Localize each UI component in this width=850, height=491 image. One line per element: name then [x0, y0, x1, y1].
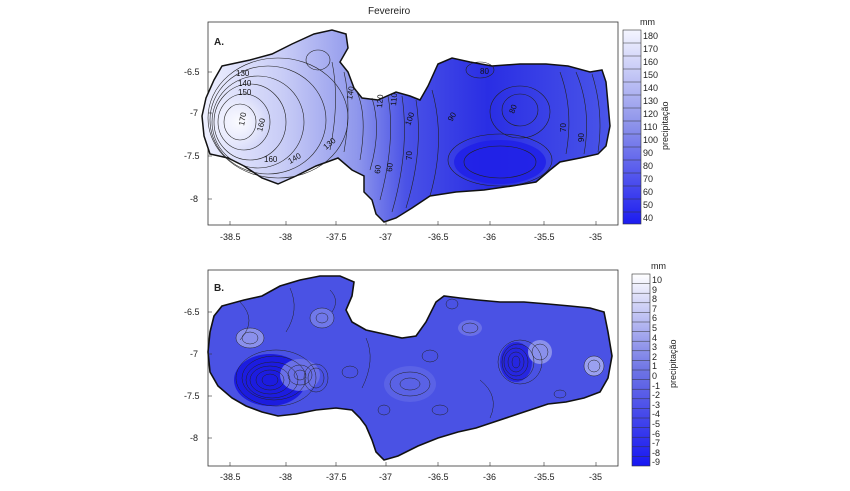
lon-tick: -37	[379, 472, 393, 482]
legend-value: 8	[652, 294, 658, 305]
panel-a: 130 140 150 170 160 160 140 130 140 120 …	[201, 21, 619, 226]
contour-label: 80	[480, 67, 489, 76]
lon-tick: -37	[379, 232, 393, 242]
map-title: Fevereiro	[368, 6, 411, 17]
legend-value: 4	[652, 332, 658, 343]
lon-tick: -38	[279, 472, 293, 482]
panel-a-legend-bar	[622, 29, 642, 225]
panel-a-contours	[207, 49, 601, 213]
legend-value: 10	[652, 275, 663, 285]
lon-tick: -35.5	[534, 232, 555, 242]
contour-label: 140	[238, 79, 252, 88]
legend-value: -8	[652, 447, 661, 458]
legend-value: 90	[643, 148, 654, 158]
panel-a-legend	[622, 29, 642, 225]
legend-value: 180	[643, 31, 659, 41]
lat-tick: -7	[190, 108, 199, 118]
lon-tick: -36	[483, 472, 497, 482]
legend-value: 60	[643, 187, 654, 197]
legend-value: 50	[643, 200, 654, 210]
panel-b-legend	[631, 273, 651, 467]
legend-value: 5	[652, 323, 658, 333]
lat-tick: -7.5	[184, 151, 200, 161]
legend-value: -2	[652, 390, 661, 401]
panel-a-legend-unit: mm	[640, 17, 655, 27]
lon-tick: -38	[279, 232, 293, 242]
legend-value: 130	[643, 96, 659, 106]
panel-b-contours	[235, 287, 605, 419]
legend-value: -1	[652, 380, 661, 391]
panel-a-dry-core	[454, 140, 546, 184]
contour-label: 130	[236, 69, 250, 78]
lat-tick: -6.5	[184, 307, 200, 317]
lat-tick: -7.5	[184, 391, 200, 401]
contour-label: 70	[559, 123, 568, 132]
legend-value: 110	[643, 122, 658, 132]
legend-value: 100	[643, 135, 659, 145]
legend-value: -4	[652, 409, 661, 420]
panel-b-ticks	[208, 311, 597, 466]
contour-label: 70	[405, 151, 414, 160]
legend-value: 6	[652, 313, 658, 324]
panel-a-ticks	[208, 71, 597, 225]
legend-value: 0	[652, 371, 658, 381]
legend-value: 7	[652, 303, 658, 314]
lon-tick: -37.5	[326, 472, 347, 482]
contour-label: 120	[375, 94, 385, 109]
legend-value: 1	[652, 361, 658, 372]
contour-label: 150	[238, 88, 252, 97]
legend-value: -6	[652, 428, 661, 439]
legend-value: -7	[652, 438, 661, 449]
legend-value: 150	[643, 70, 659, 80]
lon-tick: -35	[589, 472, 603, 482]
lon-tick: -36.5	[428, 472, 449, 482]
panel-b-legend-title: precipitação	[668, 339, 678, 388]
contour-label: 80	[507, 103, 519, 115]
legend-value: 140	[643, 83, 659, 93]
panel-a-wet-core	[210, 94, 270, 150]
legend-value: -5	[652, 419, 661, 429]
contour-label: 100	[403, 111, 416, 127]
lat-tick: -6.5	[184, 67, 200, 77]
lon-tick: -36.5	[428, 232, 449, 242]
legend-value: 120	[643, 109, 659, 119]
contour-label: 60	[385, 162, 395, 172]
legend-value: 3	[652, 342, 658, 353]
legend-value: 80	[643, 161, 654, 171]
lon-tick: -35	[589, 232, 603, 242]
contour-label: 90	[577, 133, 586, 142]
lon-tick: -36	[483, 232, 497, 242]
panel-a-label: A.	[214, 37, 224, 48]
lon-tick: -37.5	[326, 232, 347, 242]
contour-label: 170	[237, 111, 248, 126]
legend-value: -9	[652, 457, 661, 468]
contour-label: 160	[264, 155, 278, 164]
legend-value: 9	[652, 284, 658, 295]
panel-a-legend-title: precipitação	[660, 101, 670, 150]
lon-tick: -38.5	[220, 232, 241, 242]
contour-label: 110	[389, 92, 399, 106]
contour-label: 60	[373, 164, 383, 174]
legend-value: 170	[643, 44, 659, 54]
panel-b-legend-unit: mm	[651, 261, 666, 271]
legend-value: 160	[643, 57, 659, 67]
lat-tick: -7	[190, 349, 199, 359]
legend-value: 2	[652, 351, 658, 362]
lat-tick: -8	[190, 433, 199, 443]
panel-b-label: B.	[214, 283, 224, 294]
contour-label: 140	[345, 85, 356, 100]
lon-tick: -38.5	[220, 472, 241, 482]
panel-b	[207, 269, 619, 467]
legend-value: 70	[643, 174, 654, 184]
lon-tick: -35.5	[534, 472, 555, 482]
legend-value: -3	[652, 399, 661, 410]
legend-value: 40	[643, 213, 654, 223]
contour-label: 160	[255, 117, 267, 133]
lat-tick: -8	[190, 194, 199, 204]
